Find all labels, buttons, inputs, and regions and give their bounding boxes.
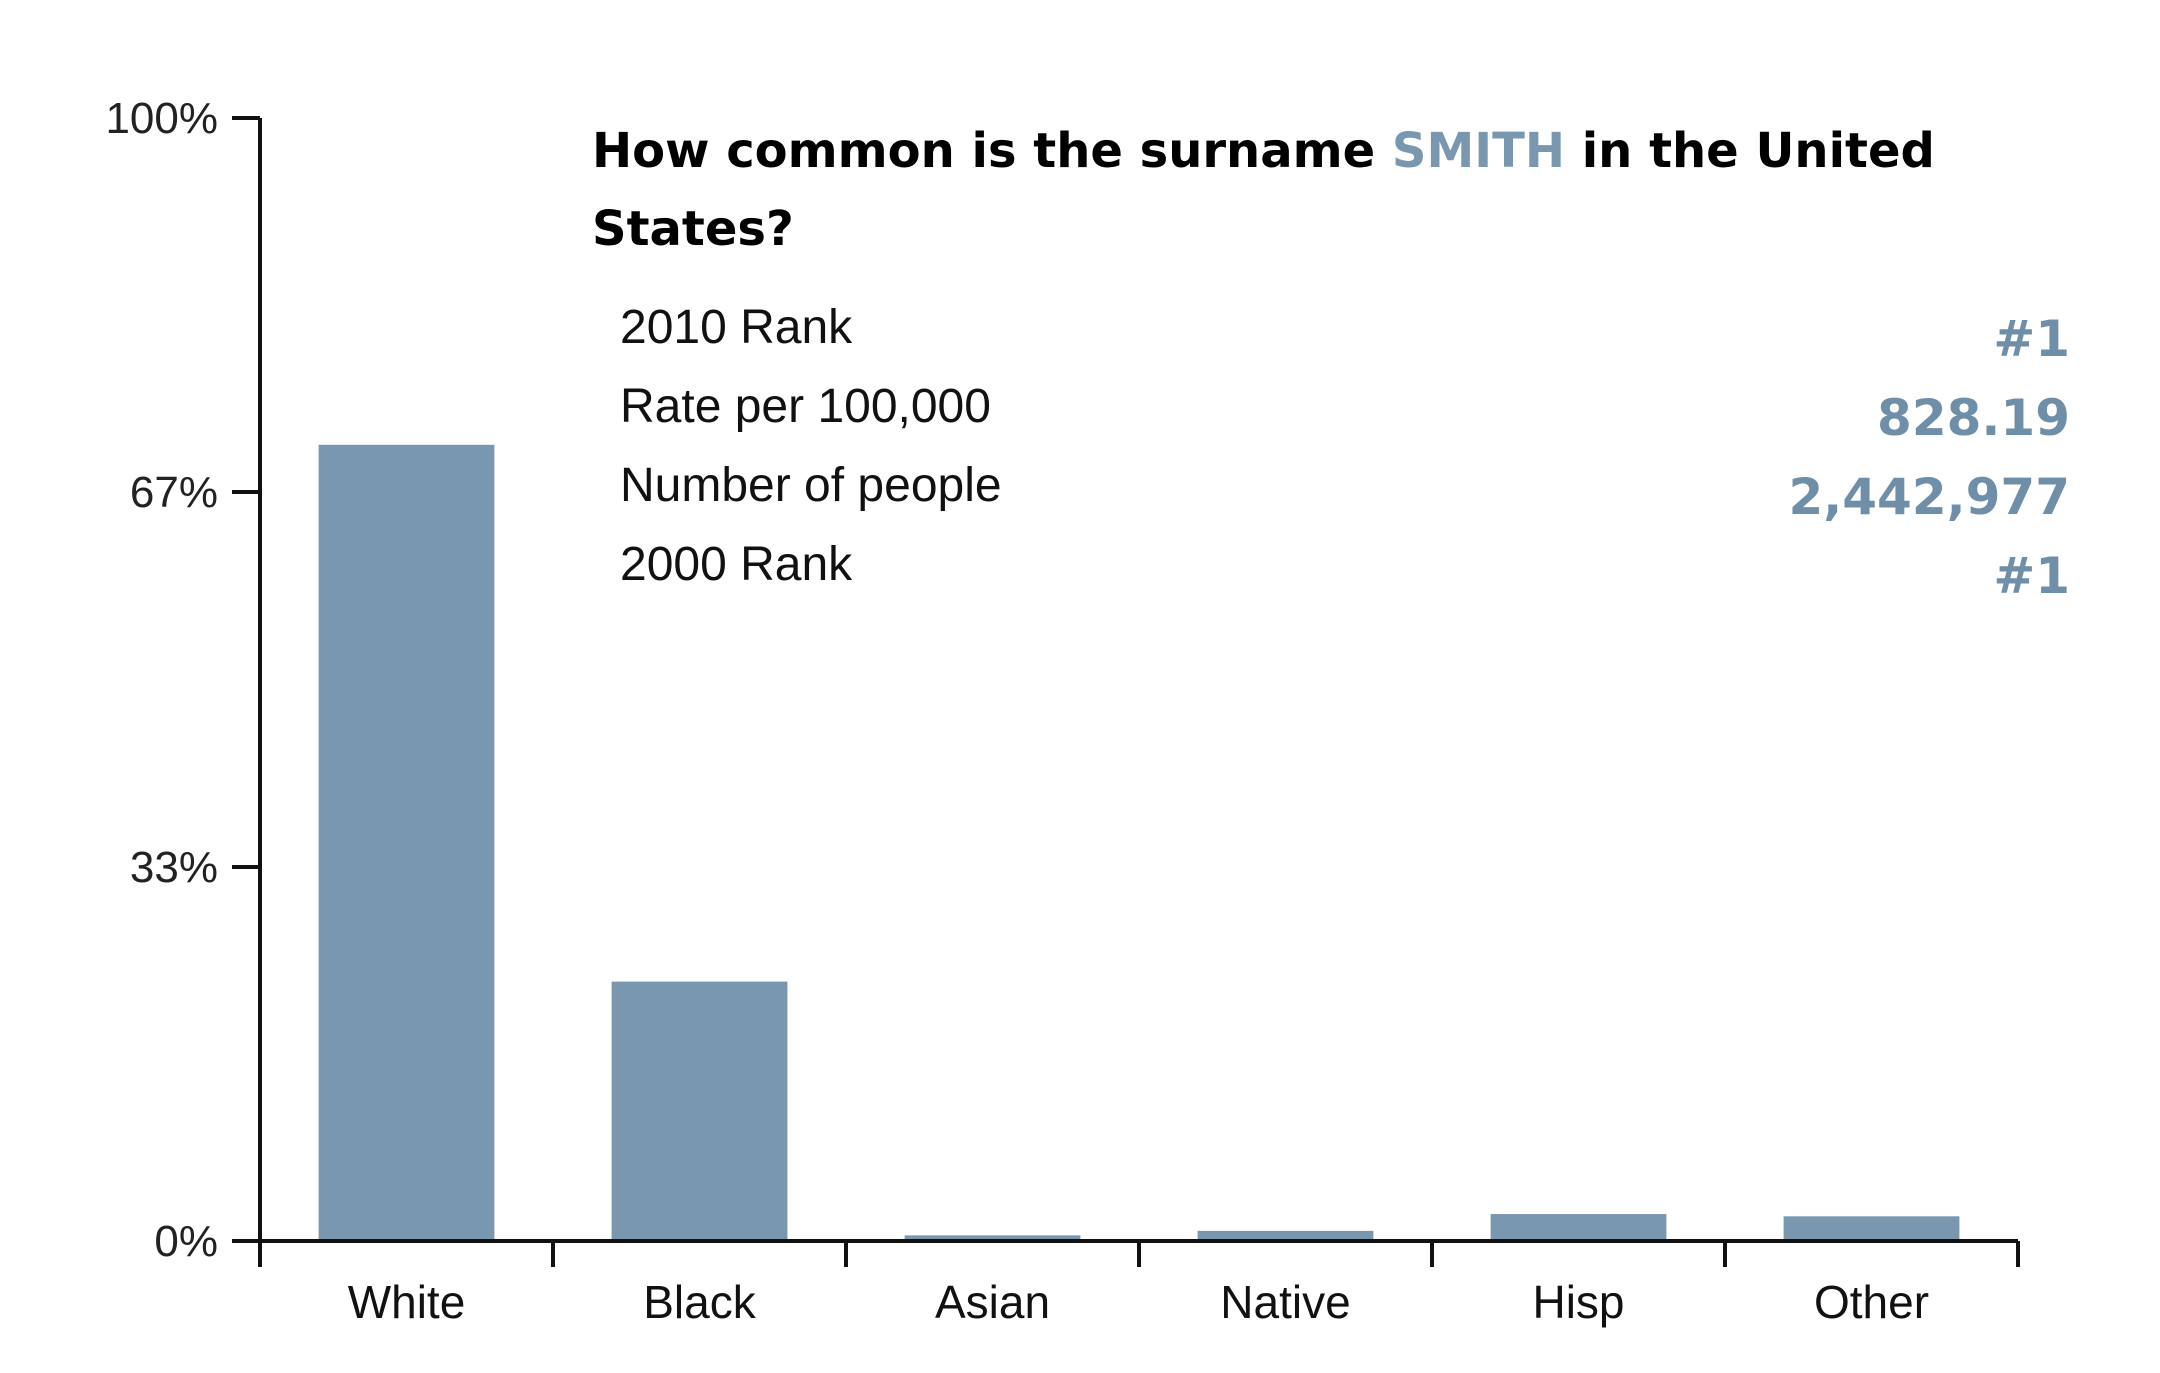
stat-label: 2010 Rank	[620, 301, 853, 354]
stat-label: 2000 Rank	[620, 538, 853, 591]
title-surname: SMITH	[1391, 123, 1566, 179]
y-tick-label: 67%	[130, 468, 218, 517]
bar-black	[611, 981, 788, 1241]
stat-row-2010-rank: 2010 Rank #1	[620, 300, 2070, 379]
stat-label: Number of people	[620, 459, 1002, 512]
stat-row-number-of-people: Number of people 2,442,977	[620, 458, 2070, 537]
x-tick-label-white: White	[348, 1276, 466, 1328]
bar-other	[1783, 1216, 1960, 1241]
ticks-layer: White Black Asian Native Hisp Other 0% 33% 67% 10…	[105, 94, 2020, 1328]
stat-value: #1	[1993, 547, 2070, 605]
stat-label: Rate per 100,000	[620, 380, 991, 433]
stat-value: 828.19	[1877, 389, 2070, 447]
stat-row-rate: Rate per 100,000 828.19	[620, 379, 2070, 458]
axes-layer	[258, 118, 2018, 1243]
x-tick-label-native: Native	[1220, 1276, 1350, 1328]
x-tick-label-asian: Asian	[935, 1276, 1050, 1328]
bar-hisp	[1490, 1214, 1667, 1241]
x-tick-label-other: Other	[1814, 1276, 1929, 1328]
stats-panel: 2010 Rank #1 Rate per 100,000 828.19 Num…	[620, 300, 2070, 616]
bar-native	[1197, 1230, 1374, 1241]
bar-asian	[904, 1235, 1081, 1241]
title-prefix: How common is the surname	[592, 123, 1392, 179]
bar-white	[318, 444, 495, 1242]
stat-row-2000-rank: 2000 Rank #1	[620, 537, 2070, 616]
y-tick-label: 33%	[130, 843, 218, 892]
bars-layer	[318, 444, 1960, 1242]
x-tick-label-black: Black	[643, 1276, 756, 1328]
chart-title: How common is the surname SMITH in the U…	[592, 112, 2112, 268]
stat-value: 2,442,977	[1788, 468, 2070, 526]
x-tick-label-hisp: Hisp	[1532, 1276, 1624, 1328]
stat-value: #1	[1993, 310, 2070, 368]
title-suffix: in the United States?	[592, 123, 1935, 257]
y-tick-label: 100%	[105, 94, 218, 143]
y-tick-label: 0%	[154, 1217, 218, 1266]
